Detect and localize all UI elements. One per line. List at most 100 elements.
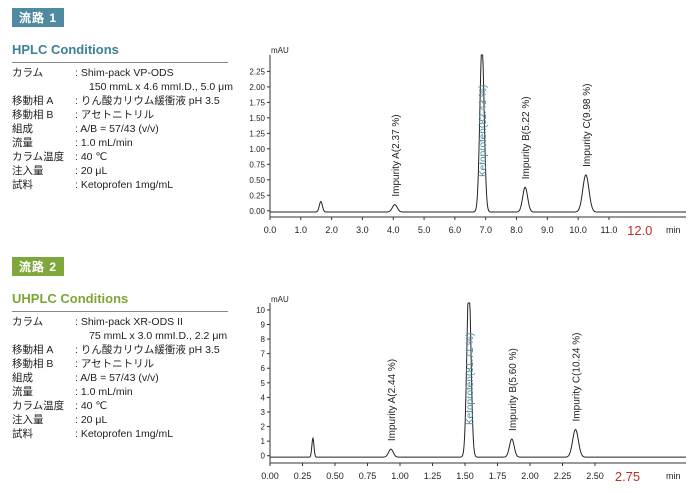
y-tick-label: 4: [261, 393, 266, 402]
condition-label: カラム: [12, 316, 44, 328]
condition-row: 組成 : A/B = 57/43 (v/v): [12, 122, 252, 136]
x-tick-label: 0.0: [264, 225, 277, 235]
end-time-label: 2.75: [615, 469, 640, 484]
x-axis-label: min: [666, 225, 681, 235]
peak-label: Ketoprofen(82.43 %): [478, 85, 489, 177]
x-tick-label: 1.00: [391, 471, 409, 481]
condition-label: 注入量: [12, 165, 44, 177]
y-axis-label: mAU: [271, 46, 289, 55]
condition-row: 流量 : 1.0 mL/min: [12, 136, 252, 150]
condition-value: : りん酸カリウム緩衝液 pH 3.5: [75, 344, 220, 356]
condition-label: 移動相 A: [12, 344, 54, 356]
condition-row: 移動相 B: アセトニトリル: [12, 108, 252, 122]
condition-row: カラム : Shim-pack VP-ODS: [12, 66, 252, 80]
condition-row: 75 mmL x 3.0 mmI.D., 2.2 μm: [12, 329, 252, 343]
y-tick-label: 5: [261, 379, 266, 388]
x-tick-label: 1.50: [456, 471, 474, 481]
x-tick-label: 2.25: [554, 471, 572, 481]
condition-label: カラム温度: [12, 151, 65, 163]
x-tick-label: 2.0: [325, 225, 338, 235]
section-2-title: UHPLC Conditions: [12, 291, 129, 306]
y-tick-label: 7: [261, 350, 266, 359]
y-tick-label: 3: [261, 408, 266, 417]
condition-value: 150 mmL x 4.6 mmI.D., 5.0 μm: [89, 81, 233, 93]
condition-row: 移動相 A : りん酸カリウム緩衝液 pH 3.5: [12, 343, 252, 357]
peak-label: Impurity A(2.44 %): [387, 359, 398, 441]
y-axis-label: mAU: [271, 295, 289, 304]
end-time-label: 12.0: [627, 223, 652, 238]
x-tick-label: 6.0: [449, 225, 462, 235]
condition-label: カラム: [12, 67, 44, 79]
peak-label: Impurity C(9.98 %): [582, 84, 593, 167]
y-tick-label: 1.25: [249, 129, 265, 138]
condition-label: 組成: [12, 372, 33, 384]
condition-value: : 40 ℃: [75, 151, 108, 163]
x-tick-label: 5.0: [418, 225, 431, 235]
condition-row: カラム : Shim-pack XR-ODS II: [12, 315, 252, 329]
peak-label: Impurity C(10.24 %): [572, 333, 583, 422]
x-tick-label: 0.75: [359, 471, 377, 481]
condition-label: カラム温度: [12, 400, 65, 412]
x-tick-label: 4.0: [387, 225, 400, 235]
x-tick-label: 8.0: [510, 225, 523, 235]
chart-2: mAU 0 1 2 3 4 5 6 7 8 9 10 0.00 0.25 0.50 0.75 1.00 1.25 1…: [256, 295, 686, 484]
condition-row: 注入量 : 20 μL: [12, 413, 252, 427]
condition-label: 組成: [12, 123, 33, 135]
y-tick-label: 0.00: [249, 207, 265, 216]
x-axis-label: min: [666, 471, 681, 481]
peak-label: Impurity B(5.22 %): [521, 96, 532, 179]
condition-row: 移動相 A : りん酸カリウム緩衝液 pH 3.5: [12, 94, 252, 108]
peak-label: Impurity A(2.37 %): [391, 114, 402, 196]
condition-label: 注入量: [12, 414, 44, 426]
condition-row: 流量: 1.0 mL/min: [12, 385, 252, 399]
x-tick-label: 0.50: [326, 471, 344, 481]
condition-row: カラム温度 : 40 ℃: [12, 150, 252, 164]
condition-value: 75 mmL x 3.0 mmI.D., 2.2 μm: [89, 330, 228, 342]
condition-row: 試料: Ketoprofen 1mg/mL: [12, 427, 252, 441]
x-tick-label: 10.0: [569, 225, 587, 235]
y-tick-label: 1.00: [249, 145, 265, 154]
condition-row: 移動相 B: アセトニトリル: [12, 357, 252, 371]
y-tick-label: 9: [261, 320, 266, 329]
section-1-title: HPLC Conditions: [12, 42, 119, 57]
chart-1: mAU 0.00 0.25 0.50 0.75 1.00 1.25 1.50 1.75 2.00 2…: [249, 46, 686, 238]
x-tick-label: 2.00: [521, 471, 539, 481]
y-tick-label: 1: [261, 437, 266, 446]
condition-value: : りん酸カリウム緩衝液 pH 3.5: [75, 95, 220, 107]
x-tick-label: 1.0: [295, 225, 308, 235]
section-2-badge: 流路 2: [12, 257, 64, 276]
condition-value: : Ketoprofen 1mg/mL: [75, 179, 174, 191]
condition-value: : Shim-pack VP-ODS: [75, 67, 174, 79]
chromatogram-trace: [270, 54, 686, 213]
condition-value: : 20 μL: [75, 165, 108, 177]
section-2-conditions: カラム : Shim-pack XR-ODS II 75 mmL x 3.0 mmI…: [12, 315, 252, 441]
y-tick-label: 1.50: [249, 114, 265, 123]
condition-value: : A/B = 57/43 (v/v): [75, 123, 159, 135]
condition-label: 流量: [12, 137, 33, 149]
condition-value: : Shim-pack XR-ODS II: [75, 316, 183, 328]
condition-row: カラム温度 : 40 ℃: [12, 399, 252, 413]
condition-row: 150 mmL x 4.6 mmI.D., 5.0 μm: [12, 80, 252, 94]
x-tick-label: 0.25: [294, 471, 312, 481]
y-tick-label: 10: [256, 306, 265, 315]
condition-value: : A/B = 57/43 (v/v): [75, 372, 159, 384]
section-1-conditions: カラム : Shim-pack VP-ODS 150 mmL x 4.6 mmI.D…: [12, 66, 252, 192]
condition-value: : 1.0 mL/min: [75, 137, 133, 149]
condition-row: 試料: Ketoprofen 1mg/mL: [12, 178, 252, 192]
x-tick-label: 3.0: [356, 225, 369, 235]
y-tick-label: 0: [261, 452, 266, 461]
x-tick-label: 9.0: [541, 225, 554, 235]
y-tick-label: 1.75: [249, 98, 265, 107]
condition-value: : アセトニトリル: [75, 109, 155, 121]
condition-label: 移動相 A: [12, 95, 54, 107]
condition-value: : 40 ℃: [75, 400, 108, 412]
condition-value: : 20 μL: [75, 414, 108, 426]
condition-row: 組成 : A/B = 57/43 (v/v): [12, 371, 252, 385]
chromatogram-trace: [270, 302, 686, 458]
condition-value: : 1.0 mL/min: [75, 386, 133, 398]
y-tick-label: 2: [261, 423, 266, 432]
x-tick-label: 0.00: [261, 471, 279, 481]
x-tick-label: 1.75: [489, 471, 507, 481]
x-tick-label: 7.0: [479, 225, 492, 235]
